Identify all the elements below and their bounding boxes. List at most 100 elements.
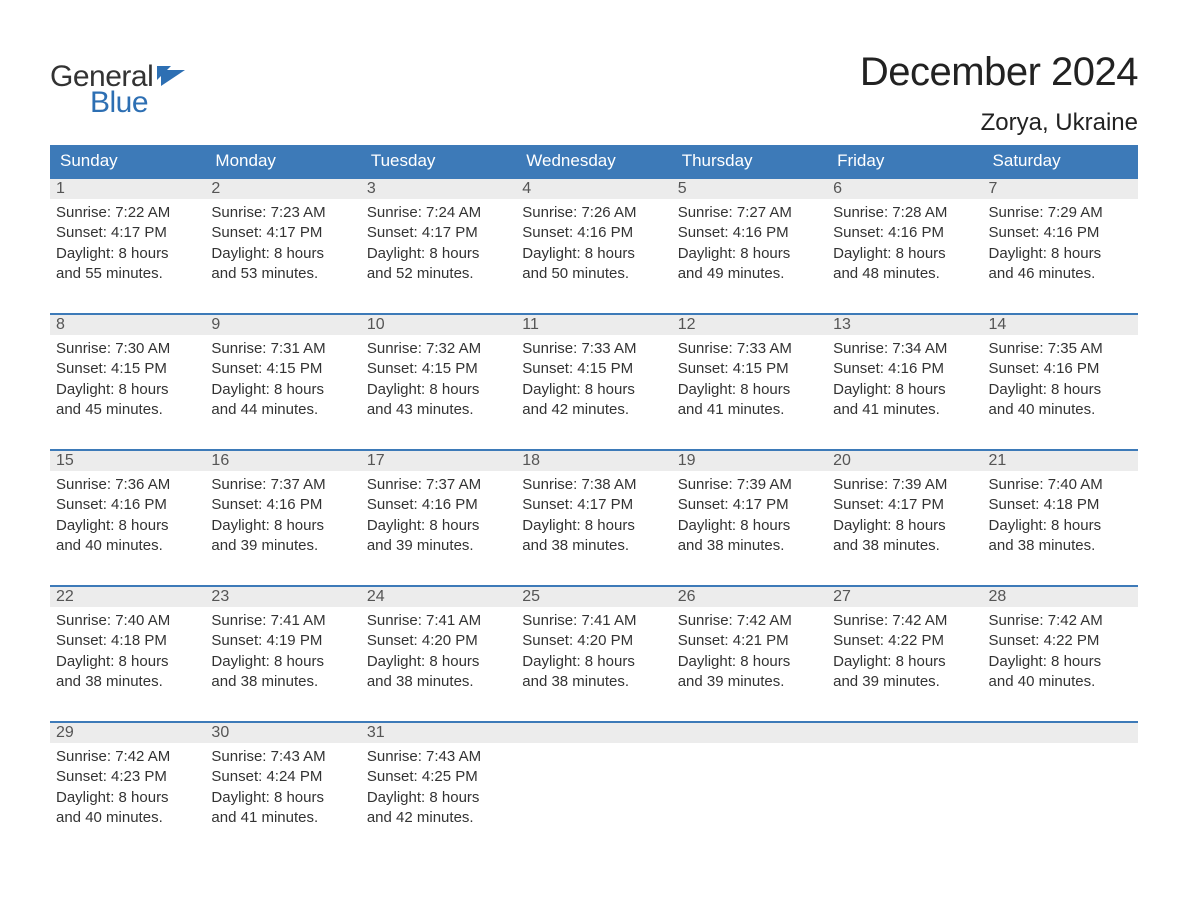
day-d2: and 40 minutes. bbox=[56, 808, 199, 828]
day-body: Sunrise: 7:43 AMSunset: 4:24 PMDaylight:… bbox=[205, 743, 360, 834]
day-d2: and 40 minutes. bbox=[56, 536, 199, 556]
day-sunrise: Sunrise: 7:42 AM bbox=[56, 747, 199, 767]
day-number: 13 bbox=[833, 316, 851, 333]
day-number: 25 bbox=[522, 588, 540, 605]
day-cell: 11Sunrise: 7:33 AMSunset: 4:15 PMDayligh… bbox=[516, 315, 671, 449]
day-body bbox=[983, 743, 1138, 753]
day-sunrise: Sunrise: 7:38 AM bbox=[522, 475, 665, 495]
day-number-row: 4 bbox=[516, 179, 671, 199]
day-cell: 22Sunrise: 7:40 AMSunset: 4:18 PMDayligh… bbox=[50, 587, 205, 721]
day-sunrise: Sunrise: 7:26 AM bbox=[522, 203, 665, 223]
day-number: 3 bbox=[367, 180, 376, 197]
day-d1: Daylight: 8 hours bbox=[56, 788, 199, 808]
day-number: 14 bbox=[989, 316, 1007, 333]
day-sunrise: Sunrise: 7:30 AM bbox=[56, 339, 199, 359]
day-body: Sunrise: 7:40 AMSunset: 4:18 PMDaylight:… bbox=[983, 471, 1138, 562]
day-number: 8 bbox=[56, 316, 65, 333]
day-sunset: Sunset: 4:17 PM bbox=[833, 495, 976, 515]
day-d2: and 38 minutes. bbox=[522, 672, 665, 692]
day-number-row: 14 bbox=[983, 315, 1138, 335]
day-number: 21 bbox=[989, 452, 1007, 469]
day-d2: and 41 minutes. bbox=[678, 400, 821, 420]
day-cell: 19Sunrise: 7:39 AMSunset: 4:17 PMDayligh… bbox=[672, 451, 827, 585]
day-number: 24 bbox=[367, 588, 385, 605]
day-sunset: Sunset: 4:16 PM bbox=[56, 495, 199, 515]
day-number: 23 bbox=[211, 588, 229, 605]
day-number: 1 bbox=[56, 180, 65, 197]
day-body: Sunrise: 7:24 AMSunset: 4:17 PMDaylight:… bbox=[361, 199, 516, 290]
day-sunrise: Sunrise: 7:36 AM bbox=[56, 475, 199, 495]
day-cell: 18Sunrise: 7:38 AMSunset: 4:17 PMDayligh… bbox=[516, 451, 671, 585]
day-sunset: Sunset: 4:16 PM bbox=[989, 359, 1132, 379]
day-d2: and 38 minutes. bbox=[833, 536, 976, 556]
day-number: 17 bbox=[367, 452, 385, 469]
day-d2: and 38 minutes. bbox=[211, 672, 354, 692]
day-d2: and 45 minutes. bbox=[56, 400, 199, 420]
day-cell: 25 Sunrise: 7:41 AMSunset: 4:20 PMDayligh… bbox=[516, 587, 671, 721]
day-cell: 5Sunrise: 7:27 AMSunset: 4:16 PMDaylight… bbox=[672, 179, 827, 313]
day-sunset: Sunset: 4:16 PM bbox=[522, 223, 665, 243]
day-number-row bbox=[827, 723, 982, 743]
day-d1: Daylight: 8 hours bbox=[522, 652, 665, 672]
day-d2: and 38 minutes. bbox=[522, 536, 665, 556]
day-sunrise: Sunrise: 7:34 AM bbox=[833, 339, 976, 359]
day-d1: Daylight: 8 hours bbox=[989, 244, 1132, 264]
day-number-row: 27 bbox=[827, 587, 982, 607]
day-number: 26 bbox=[678, 588, 696, 605]
day-d1: Daylight: 8 hours bbox=[678, 652, 821, 672]
day-body: Sunrise: 7:41 AMSunset: 4:20 PMDaylight:… bbox=[516, 607, 671, 698]
day-number-row: 10 bbox=[361, 315, 516, 335]
day-number: 9 bbox=[211, 316, 220, 333]
day-body: Sunrise: 7:27 AMSunset: 4:16 PMDaylight:… bbox=[672, 199, 827, 290]
week-row: 29Sunrise: 7:42 AMSunset: 4:23 PMDayligh… bbox=[50, 721, 1138, 857]
day-number: 2 bbox=[211, 180, 220, 197]
day-sunrise: Sunrise: 7:39 AM bbox=[678, 475, 821, 495]
day-body: Sunrise: 7:37 AMSunset: 4:16 PMDaylight:… bbox=[361, 471, 516, 562]
day-sunset: Sunset: 4:17 PM bbox=[678, 495, 821, 515]
day-number-row: 24 bbox=[361, 587, 516, 607]
day-d1: Daylight: 8 hours bbox=[211, 244, 354, 264]
day-body: Sunrise: 7:31 AMSunset: 4:15 PMDaylight:… bbox=[205, 335, 360, 426]
day-body: Sunrise: 7:34 AMSunset: 4:16 PMDaylight:… bbox=[827, 335, 982, 426]
day-sunrise: Sunrise: 7:33 AM bbox=[678, 339, 821, 359]
day-number: 27 bbox=[833, 588, 851, 605]
day-number bbox=[522, 724, 526, 741]
day-number-row: 7 bbox=[983, 179, 1138, 199]
day-cell bbox=[983, 723, 1138, 857]
day-cell: 2 Sunrise: 7:23 AMSunset: 4:17 PMDaylight… bbox=[205, 179, 360, 313]
day-d1: Daylight: 8 hours bbox=[522, 244, 665, 264]
day-d1: Daylight: 8 hours bbox=[833, 244, 976, 264]
day-sunrise: Sunrise: 7:31 AM bbox=[211, 339, 354, 359]
day-sunset: Sunset: 4:15 PM bbox=[211, 359, 354, 379]
day-number-row: 29 bbox=[50, 723, 205, 743]
day-number-row: 5 bbox=[672, 179, 827, 199]
day-body: Sunrise: 7:42 AMSunset: 4:22 PMDaylight:… bbox=[827, 607, 982, 698]
day-number-row: 6 bbox=[827, 179, 982, 199]
day-sunset: Sunset: 4:17 PM bbox=[211, 223, 354, 243]
day-cell bbox=[827, 723, 982, 857]
day-sunrise: Sunrise: 7:23 AM bbox=[211, 203, 354, 223]
day-d1: Daylight: 8 hours bbox=[833, 516, 976, 536]
title-block: December 2024 Zorya, Ukraine bbox=[860, 50, 1138, 137]
day-cell bbox=[672, 723, 827, 857]
day-d2: and 41 minutes. bbox=[211, 808, 354, 828]
day-d1: Daylight: 8 hours bbox=[989, 380, 1132, 400]
day-cell: 20Sunrise: 7:39 AMSunset: 4:17 PMDayligh… bbox=[827, 451, 982, 585]
weekday-header: Tuesday bbox=[361, 145, 516, 177]
day-d1: Daylight: 8 hours bbox=[56, 516, 199, 536]
day-sunrise: Sunrise: 7:40 AM bbox=[989, 475, 1132, 495]
day-cell: 26Sunrise: 7:42 AMSunset: 4:21 PMDayligh… bbox=[672, 587, 827, 721]
day-cell: 31Sunrise: 7:43 AMSunset: 4:25 PMDayligh… bbox=[361, 723, 516, 857]
day-d1: Daylight: 8 hours bbox=[211, 788, 354, 808]
day-cell: 4 Sunrise: 7:26 AMSunset: 4:16 PMDaylight… bbox=[516, 179, 671, 313]
day-number-row: 18 bbox=[516, 451, 671, 471]
day-sunrise: Sunrise: 7:42 AM bbox=[989, 611, 1132, 631]
location: Zorya, Ukraine bbox=[860, 109, 1138, 137]
day-number-row: 31 bbox=[361, 723, 516, 743]
day-cell: 21 Sunrise: 7:40 AMSunset: 4:18 PMDayligh… bbox=[983, 451, 1138, 585]
day-d1: Daylight: 8 hours bbox=[678, 380, 821, 400]
day-number-row bbox=[516, 723, 671, 743]
day-sunrise: Sunrise: 7:29 AM bbox=[989, 203, 1132, 223]
day-body: Sunrise: 7:41 AMSunset: 4:19 PMDaylight:… bbox=[205, 607, 360, 698]
day-sunset: Sunset: 4:17 PM bbox=[367, 223, 510, 243]
